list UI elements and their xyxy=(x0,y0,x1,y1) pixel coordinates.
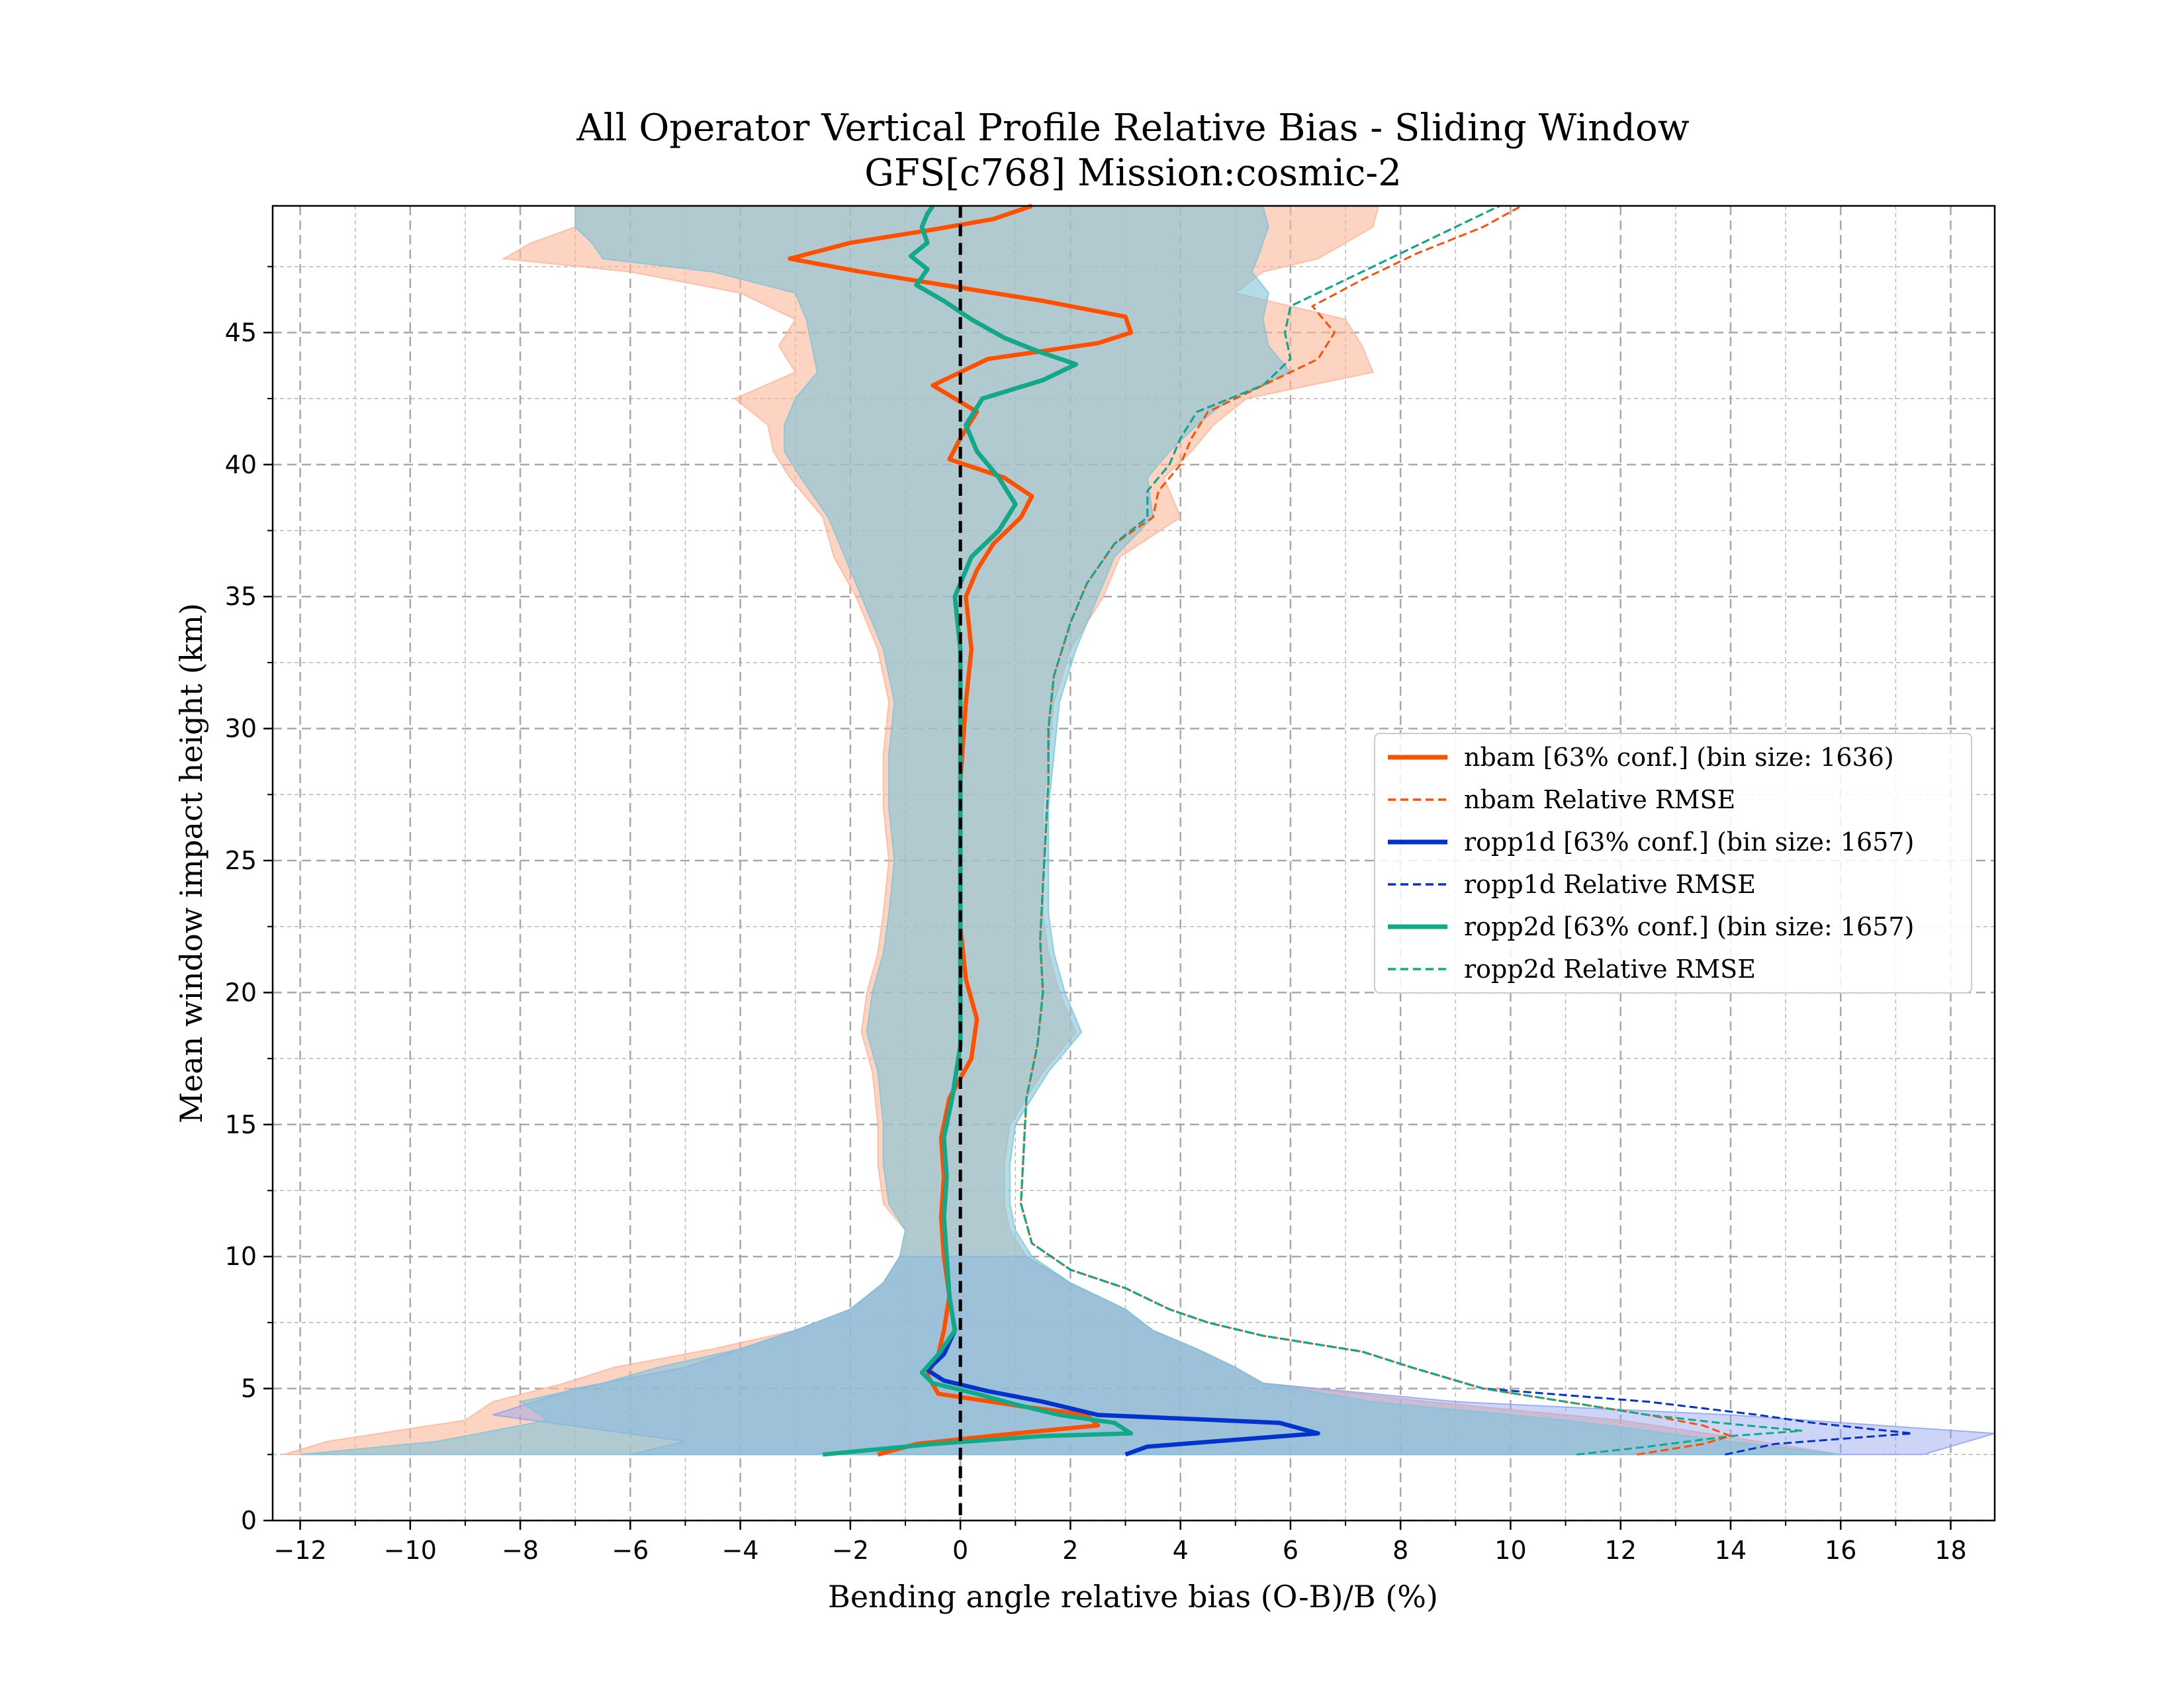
x-tick-label: 0 xyxy=(952,1536,968,1565)
chart-title: All Operator Vertical Profile Relative B… xyxy=(576,107,1689,150)
x-tick-label: −2 xyxy=(832,1536,869,1565)
x-tick-label: 14 xyxy=(1715,1536,1747,1565)
legend-label-5: ropp2d Relative RMSE xyxy=(1464,955,1756,984)
y-tick-label: 20 xyxy=(225,978,257,1007)
y-tick-label: 40 xyxy=(225,450,257,479)
x-tick-label: 8 xyxy=(1392,1536,1408,1565)
y-tick-label: 30 xyxy=(225,714,257,743)
x-tick-label: 16 xyxy=(1825,1536,1856,1565)
y-tick-label: 10 xyxy=(225,1242,257,1271)
x-axis-label: Bending angle relative bias (O-B)/B (%) xyxy=(828,1579,1438,1615)
rmse-lines xyxy=(1020,205,1913,1456)
legend: nbam [63% conf.] (bin size: 1636) nbam Re… xyxy=(1374,733,1972,994)
y-axis-label: Mean window impact height (km) xyxy=(173,603,209,1123)
plot-frame xyxy=(271,205,1996,1522)
legend-label-0: nbam [63% conf.] (bin size: 1636) xyxy=(1464,743,1894,772)
y-tick-label: 15 xyxy=(225,1110,257,1139)
chart-subtitle: GFS[c768] Mission:cosmic-2 xyxy=(864,152,1402,195)
x-tick-label: 4 xyxy=(1173,1536,1189,1565)
x-tick-label: −10 xyxy=(384,1536,437,1565)
x-tick-label: −4 xyxy=(722,1536,759,1565)
y-tick-label: 25 xyxy=(225,846,257,875)
y-tick-label: 35 xyxy=(225,582,257,611)
x-tick-label: −6 xyxy=(612,1536,649,1565)
series-line-rmse-5 xyxy=(1020,205,1803,1456)
y-tick-label: 5 xyxy=(241,1374,257,1403)
legend-label-1: nbam Relative RMSE xyxy=(1464,785,1735,814)
x-axis-ticks: −12 −10 −8 −6 −4 −2 0 2 4 6 8 10 12 14 16 18 xyxy=(273,1521,1967,1565)
x-tick-label: −12 xyxy=(273,1536,326,1565)
x-tick-label: 6 xyxy=(1283,1536,1298,1565)
legend-label-2: ropp1d [63% conf.] (bin size: 1657) xyxy=(1464,827,1914,857)
legend-box xyxy=(1374,733,1972,994)
y-tick-label: 45 xyxy=(225,318,257,347)
y-axis-ticks: 0 5 10 15 20 25 30 35 40 45 xyxy=(225,265,273,1535)
x-tick-label: 10 xyxy=(1494,1536,1526,1565)
legend-label-4: ropp2d [63% conf.] (bin size: 1657) xyxy=(1464,912,1914,941)
y-tick-label: 0 xyxy=(241,1506,257,1535)
x-tick-label: −8 xyxy=(502,1536,539,1565)
legend-label-3: ropp1d Relative RMSE xyxy=(1464,870,1756,899)
x-tick-label: 2 xyxy=(1062,1536,1078,1565)
x-tick-label: 12 xyxy=(1605,1536,1637,1565)
x-tick-label: 18 xyxy=(1934,1536,1966,1565)
